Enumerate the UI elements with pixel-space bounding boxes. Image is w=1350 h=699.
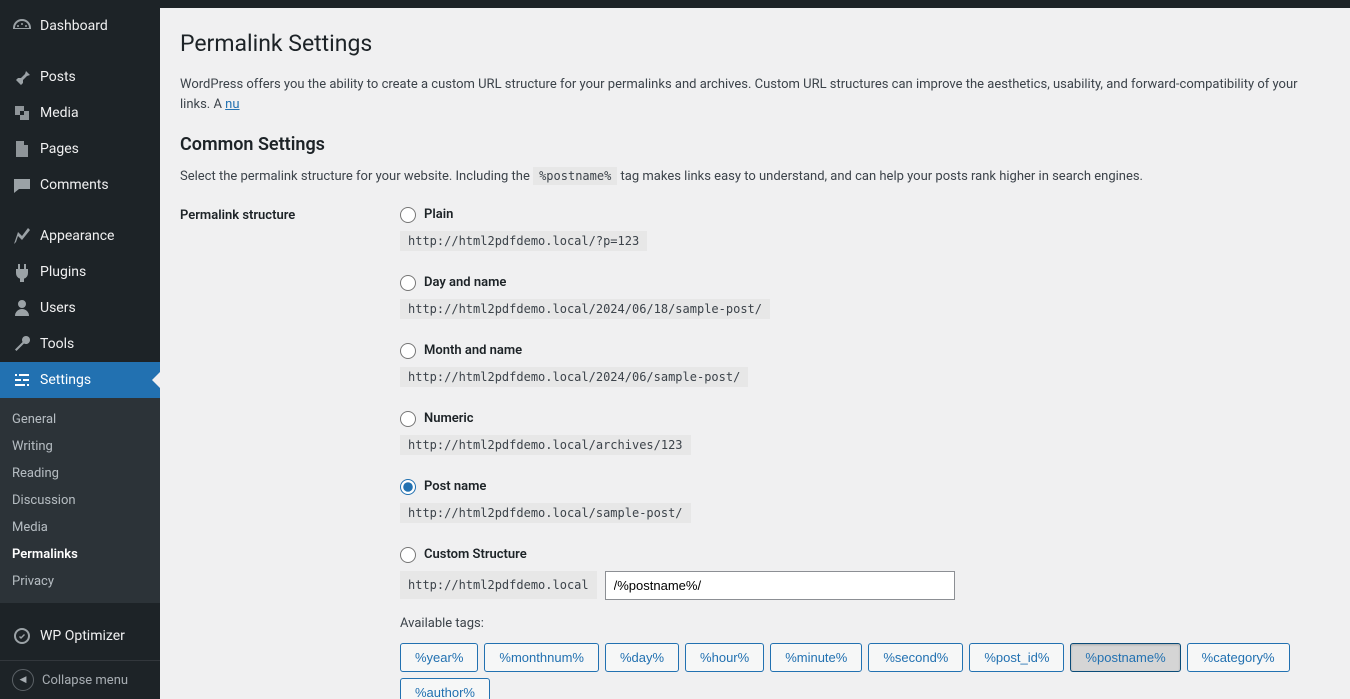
tag-button-day[interactable]: %day% — [605, 643, 679, 672]
intro-link[interactable]: nu — [225, 97, 239, 112]
page-title: Permalink Settings — [180, 30, 1330, 57]
available-tags: %year%%monthnum%%day%%hour%%minute%%seco… — [400, 643, 1330, 699]
sidebar-item-tools[interactable]: Tools — [0, 326, 160, 362]
permalink-radio-month-and-name[interactable] — [400, 343, 416, 359]
admin-sidebar: Dashboard Posts Media Pages Comments Appearan… — [0, 8, 160, 699]
tag-button-minute[interactable]: %minute% — [770, 643, 862, 672]
sidebar-item-label: Tools — [40, 336, 74, 352]
sidebar-item-label: Appearance — [40, 228, 114, 244]
permalink-radio-post-name[interactable] — [400, 479, 416, 495]
sidebar-item-label: Posts — [40, 69, 76, 85]
permalink-radio-numeric[interactable] — [400, 411, 416, 427]
sidebar-item-label: Pages — [40, 141, 79, 157]
pin-icon — [12, 67, 32, 87]
comments-icon — [12, 175, 32, 195]
tag-button-second[interactable]: %second% — [868, 643, 963, 672]
optimizer-icon — [12, 626, 32, 646]
media-icon — [12, 103, 32, 123]
submenu-item-general[interactable]: General — [0, 406, 160, 433]
settings-icon — [12, 370, 32, 390]
sidebar-item-posts[interactable]: Posts — [0, 59, 160, 95]
tag-button-hour[interactable]: %hour% — [685, 643, 764, 672]
custom-structure-row: http://html2pdfdemo.local — [400, 571, 1330, 600]
tag-button-postname[interactable]: %postname% — [1070, 643, 1180, 672]
permalink-option-numeric: Numeric http://html2pdfdemo.local/archive… — [400, 411, 1330, 455]
permalink-radio-label[interactable]: Custom Structure — [424, 547, 527, 562]
page-intro: WordPress offers you the ability to crea… — [180, 75, 1330, 114]
appearance-icon — [12, 226, 32, 246]
sidebar-item-wp-optimizer[interactable]: WP Optimizer — [0, 618, 160, 654]
sidebar-item-label: Plugins — [40, 264, 86, 280]
permalink-option-month-and-name: Month and name http://html2pdfdemo.local/… — [400, 343, 1330, 387]
tag-button-post_id[interactable]: %post_id% — [969, 643, 1064, 672]
permalink-option-day-and-name: Day and name http://html2pdfdemo.local/20… — [400, 275, 1330, 319]
permalink-example-url: http://html2pdfdemo.local/2024/06/18/sam… — [400, 299, 770, 319]
postname-tag-code: %postname% — [533, 167, 617, 185]
permalink-radio-label[interactable]: Numeric — [424, 411, 474, 426]
permalink-radio-label[interactable]: Post name — [424, 479, 486, 494]
submenu-item-reading[interactable]: Reading — [0, 460, 160, 487]
permalink-radio-label[interactable]: Month and name — [424, 343, 522, 358]
permalink-options: Plain http://html2pdfdemo.local/?p=123 Day… — [400, 207, 1330, 699]
permalink-example-url: http://html2pdfdemo.local/2024/06/sample… — [400, 367, 748, 387]
permalink-radio-label[interactable]: Day and name — [424, 275, 506, 290]
submenu-item-discussion[interactable]: Discussion — [0, 487, 160, 514]
permalink-example-url: http://html2pdfdemo.local/sample-post/ — [400, 503, 691, 523]
permalink-structure-label: Permalink structure — [180, 207, 400, 699]
custom-structure-input[interactable] — [605, 571, 955, 600]
layout: Dashboard Posts Media Pages Comments Appearan… — [0, 8, 1350, 699]
tag-button-monthnum[interactable]: %monthnum% — [484, 643, 599, 672]
sidebar-item-plugins[interactable]: Plugins — [0, 254, 160, 290]
sidebar-item-settings[interactable]: Settings — [0, 362, 160, 398]
sidebar-item-media[interactable]: Media — [0, 95, 160, 131]
settings-submenu: GeneralWritingReadingDiscussionMediaPerm… — [0, 398, 160, 603]
common-settings-heading: Common Settings — [180, 134, 1330, 155]
pages-icon — [12, 139, 32, 159]
sidebar-item-label: Comments — [40, 177, 109, 193]
sidebar-item-pages[interactable]: Pages — [0, 131, 160, 167]
common-settings-desc: Select the permalink structure for your … — [180, 167, 1330, 187]
submenu-item-writing[interactable]: Writing — [0, 433, 160, 460]
dashboard-icon — [12, 16, 32, 36]
tag-button-author[interactable]: %author% — [400, 678, 490, 699]
sidebar-item-label: Users — [40, 300, 76, 316]
submenu-item-privacy[interactable]: Privacy — [0, 568, 160, 595]
tools-icon — [12, 334, 32, 354]
admin-topbar — [0, 0, 1350, 8]
submenu-item-permalinks[interactable]: Permalinks — [0, 541, 160, 568]
permalink-example-url: http://html2pdfdemo.local/?p=123 — [400, 231, 647, 251]
permalink-option-plain: Plain http://html2pdfdemo.local/?p=123 — [400, 207, 1330, 251]
collapse-menu[interactable]: Collapse menu — [0, 660, 160, 699]
permalink-structure-row: Permalink structure Plain http://html2pdf… — [180, 207, 1330, 699]
permalink-option-post-name: Post name http://html2pdfdemo.local/sampl… — [400, 479, 1330, 523]
plugins-icon — [12, 262, 32, 282]
tag-button-year[interactable]: %year% — [400, 643, 478, 672]
permalink-radio-custom-structure[interactable] — [400, 547, 416, 563]
sidebar-item-users[interactable]: Users — [0, 290, 160, 326]
sidebar-item-label: Dashboard — [40, 18, 108, 34]
permalink-radio-day-and-name[interactable] — [400, 275, 416, 291]
sidebar-item-appearance[interactable]: Appearance — [0, 218, 160, 254]
sidebar-item-label: Media — [40, 105, 79, 121]
sidebar-item-dashboard[interactable]: Dashboard — [0, 8, 160, 44]
users-icon — [12, 298, 32, 318]
sidebar-item-label: WP Optimizer — [40, 628, 125, 644]
sidebar-item-comments[interactable]: Comments — [0, 167, 160, 203]
permalink-radio-label[interactable]: Plain — [424, 207, 453, 222]
custom-base-url: http://html2pdfdemo.local — [400, 571, 597, 599]
main-content: Permalink Settings WordPress offers you … — [160, 8, 1350, 699]
submenu-item-media[interactable]: Media — [0, 514, 160, 541]
permalink-example-url: http://html2pdfdemo.local/archives/123 — [400, 435, 691, 455]
sidebar-item-label: Settings — [40, 372, 91, 388]
tag-button-category[interactable]: %category% — [1187, 643, 1290, 672]
permalink-option-custom-structure: Custom Structure http://html2pdfdemo.loca… — [400, 547, 1330, 699]
available-tags-label: Available tags: — [400, 616, 1330, 631]
collapse-label: Collapse menu — [42, 673, 128, 688]
permalink-radio-plain[interactable] — [400, 207, 416, 223]
